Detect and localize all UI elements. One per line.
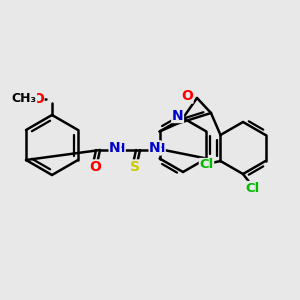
Text: Cl: Cl xyxy=(200,158,214,172)
Text: H: H xyxy=(155,142,165,154)
Text: O: O xyxy=(32,92,44,106)
Text: H: H xyxy=(115,142,125,154)
Text: N: N xyxy=(172,109,183,122)
Text: O: O xyxy=(89,160,101,174)
Text: O: O xyxy=(181,89,193,103)
Text: S: S xyxy=(130,160,140,174)
Text: N: N xyxy=(109,141,121,155)
Text: Cl: Cl xyxy=(246,182,260,194)
Text: N: N xyxy=(149,141,161,155)
Text: CH₃: CH₃ xyxy=(11,92,37,106)
